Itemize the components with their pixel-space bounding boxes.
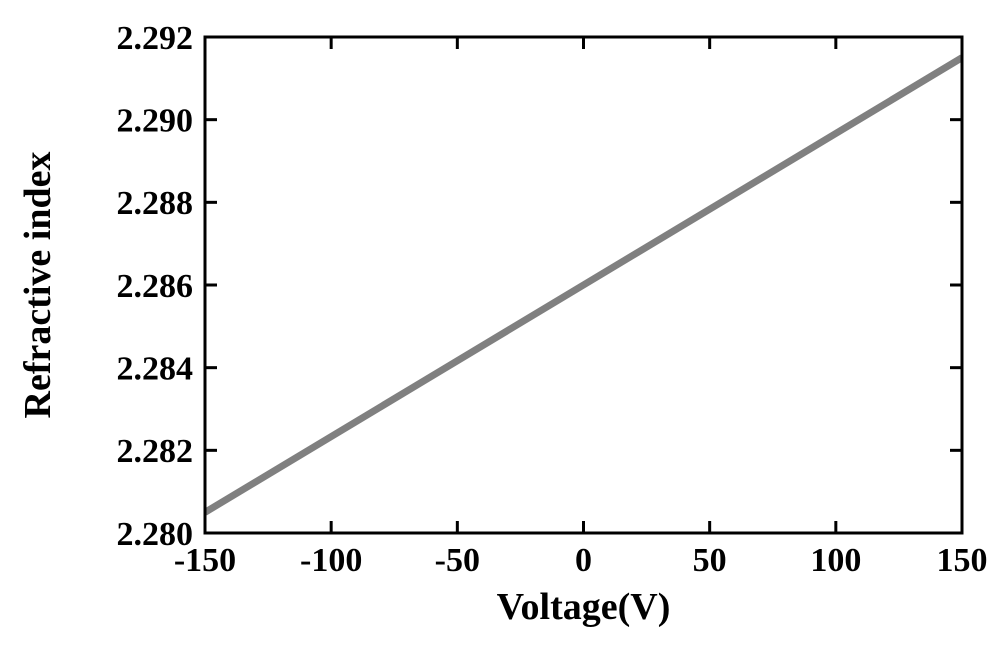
x-tick-label: 100 (810, 542, 861, 579)
y-tick-label: 2.286 (117, 268, 194, 305)
y-tick-label: 2.288 (117, 185, 194, 222)
y-tick-label: 2.284 (117, 351, 194, 388)
y-tick-label: 2.290 (117, 103, 194, 140)
x-tick-label: -100 (300, 542, 362, 579)
x-tick-label: 50 (693, 542, 727, 579)
y-tick-label: 2.280 (117, 516, 194, 553)
y-axis-label: Refractive index (17, 152, 59, 419)
y-tick-label: 2.292 (117, 20, 194, 57)
x-tick-label: 0 (575, 542, 592, 579)
x-tick-label: -50 (435, 542, 480, 579)
y-tick-label: 2.282 (117, 433, 194, 470)
x-axis-label: Voltage(V) (497, 586, 671, 628)
x-tick-label: 150 (937, 542, 988, 579)
chart-container: -150-100-500501001502.2802.2822.2842.286… (0, 0, 1000, 651)
chart-svg: -150-100-500501001502.2802.2822.2842.286… (0, 0, 1000, 651)
